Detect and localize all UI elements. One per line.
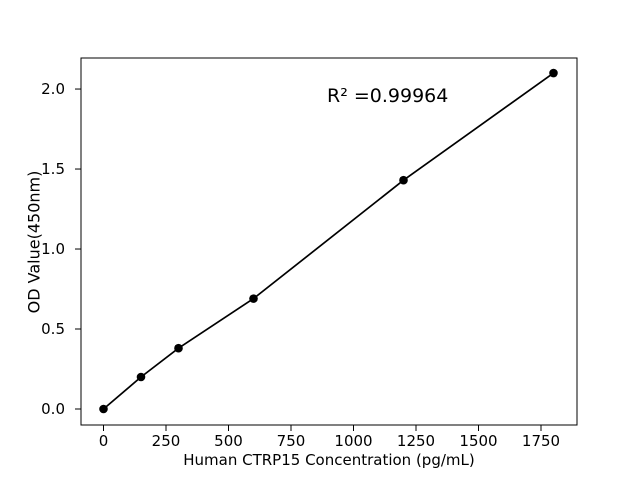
x-axis-title: Human CTRP15 Concentration (pg/mL): [183, 451, 475, 469]
x-tick-label: 0: [99, 432, 109, 450]
x-tick-label: 1750: [522, 432, 560, 450]
plot-border: [80, 57, 578, 426]
x-tick-label: 250: [152, 432, 181, 450]
x-tick-label: 1000: [334, 432, 372, 450]
y-tick-label: 1.5: [41, 160, 65, 178]
data-point: [136, 372, 146, 382]
data-point: [174, 343, 183, 353]
y-tick-label: 0.5: [41, 320, 65, 338]
fit-line: [102, 72, 554, 410]
x-tick-label: 500: [214, 432, 243, 450]
y-axis-title: OD Value(450nm): [24, 170, 44, 314]
y-tick-label: 2.0: [41, 80, 65, 98]
data-point: [549, 68, 558, 78]
data-point: [99, 404, 108, 414]
r-squared-annotation: R² =0.99964: [327, 85, 449, 107]
x-tick-label: 1250: [397, 432, 435, 450]
data-point: [399, 175, 408, 185]
y-tick-label: 1.0: [41, 240, 65, 258]
data-point: [249, 294, 258, 303]
x-tick-label: 750: [277, 432, 306, 450]
y-tick-label: 0.0: [41, 400, 65, 418]
x-tick-label: 1500: [459, 432, 497, 450]
